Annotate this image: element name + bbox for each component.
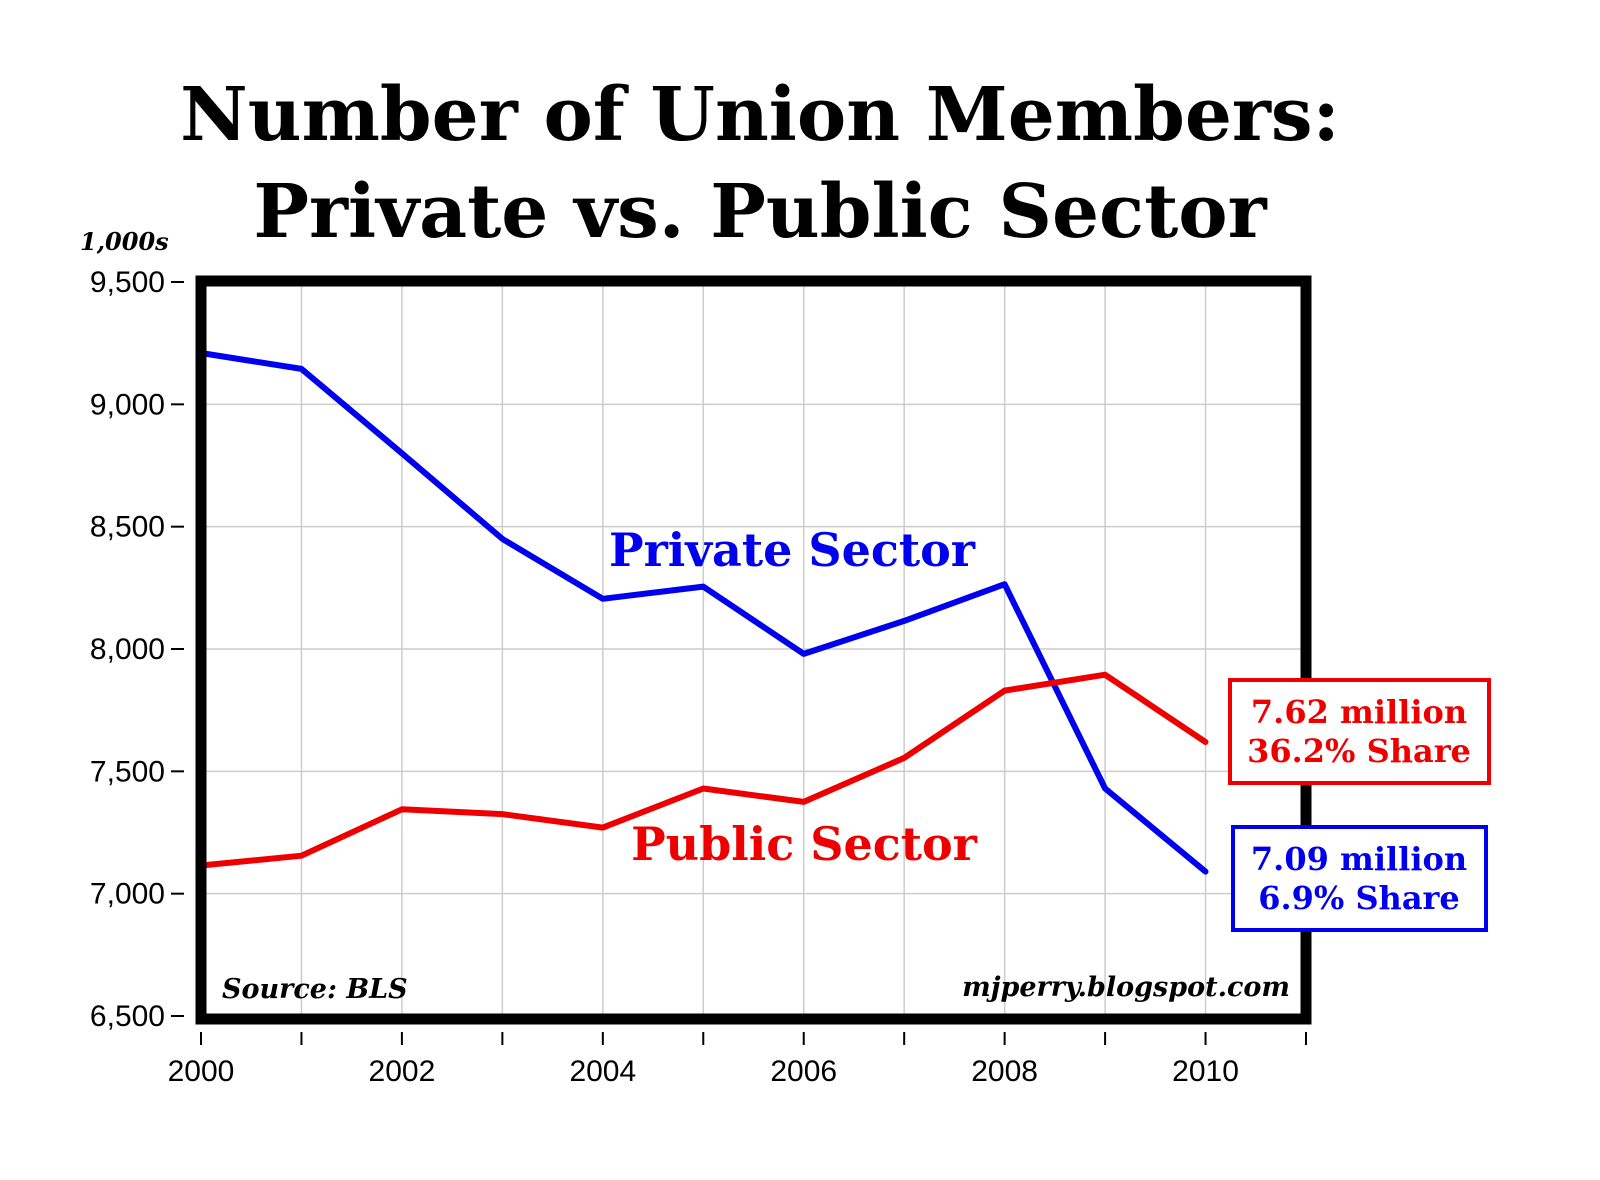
data-series bbox=[198, 350, 1209, 875]
chart-subtitle: Private vs. Public Sector bbox=[253, 169, 1267, 255]
private-sector-point-2003 bbox=[501, 538, 503, 540]
chart-title: Number of Union Members: bbox=[180, 72, 1340, 158]
y-tick-label-7500: 7,500 bbox=[90, 755, 165, 788]
plot-frame bbox=[195, 275, 1312, 1025]
private-value-box: 7.09 million 6.9% Share bbox=[1231, 825, 1488, 932]
x-tick-label-2010: 2010 bbox=[1172, 1055, 1239, 1088]
public-value-line1: 7.62 million bbox=[1251, 693, 1467, 731]
private-sector-point-2008 bbox=[1004, 583, 1006, 585]
private-sector-point-2006 bbox=[803, 653, 805, 655]
private-value-line1: 7.09 million bbox=[1251, 840, 1467, 878]
private-sector-point-2002 bbox=[401, 452, 403, 454]
public-sector-point-2004 bbox=[602, 827, 604, 829]
x-tick-label-2004: 2004 bbox=[569, 1055, 636, 1088]
private-sector-point-2005 bbox=[702, 586, 704, 588]
public-sector-point-2009 bbox=[1104, 674, 1106, 676]
x-tick-label-2008: 2008 bbox=[971, 1055, 1038, 1088]
public-sector-point-2008 bbox=[1004, 690, 1006, 692]
public-sector-point-2003 bbox=[501, 813, 503, 815]
public-sector-point-2001 bbox=[300, 855, 302, 857]
y-tick-label-8500: 8,500 bbox=[90, 511, 165, 544]
private-sector-point-2007 bbox=[903, 620, 905, 622]
public-value-line2: 36.2% Share bbox=[1247, 732, 1471, 770]
grid-lines bbox=[200, 281, 1307, 1019]
private-sector-point-2009 bbox=[1104, 787, 1106, 789]
y-tick-label-9000: 9,000 bbox=[90, 388, 165, 421]
public-sector-label: Public Sector bbox=[631, 817, 978, 871]
public-sector-point-2002 bbox=[401, 808, 403, 810]
public-sector-point-2010 bbox=[1205, 741, 1207, 743]
x-tick-label-2002: 2002 bbox=[369, 1055, 436, 1088]
public-value-box: 7.62 million 36.2% Share bbox=[1228, 678, 1491, 785]
public-value-box-frame bbox=[1228, 678, 1491, 785]
private-sector-label: Private Sector bbox=[609, 523, 976, 577]
x-tick-label-2006: 2006 bbox=[770, 1055, 837, 1088]
y-tick-label-9500: 9,500 bbox=[90, 266, 165, 299]
private-value-line2: 6.9% Share bbox=[1258, 879, 1460, 917]
credit-note: mjperry.blogspot.com bbox=[962, 972, 1290, 1003]
public-sector-point-2006 bbox=[803, 801, 805, 803]
x-tick-label-2000: 2000 bbox=[168, 1055, 235, 1088]
y-tick-label-7000: 7,000 bbox=[90, 878, 165, 911]
y-tick-label-6500: 6,500 bbox=[90, 1000, 165, 1033]
private-sector-point-2001 bbox=[300, 368, 302, 370]
private-value-box-frame bbox=[1231, 825, 1488, 932]
public-sector-point-2007 bbox=[903, 757, 905, 759]
y-unit-label: 1,000s bbox=[80, 227, 169, 256]
source-note: Source: BLS bbox=[222, 974, 408, 1005]
private-sector-point-2010 bbox=[1205, 871, 1207, 873]
public-sector-point-2005 bbox=[702, 787, 704, 789]
private-sector-point-2004 bbox=[602, 598, 604, 600]
y-tick-label-8000: 8,000 bbox=[90, 633, 165, 666]
